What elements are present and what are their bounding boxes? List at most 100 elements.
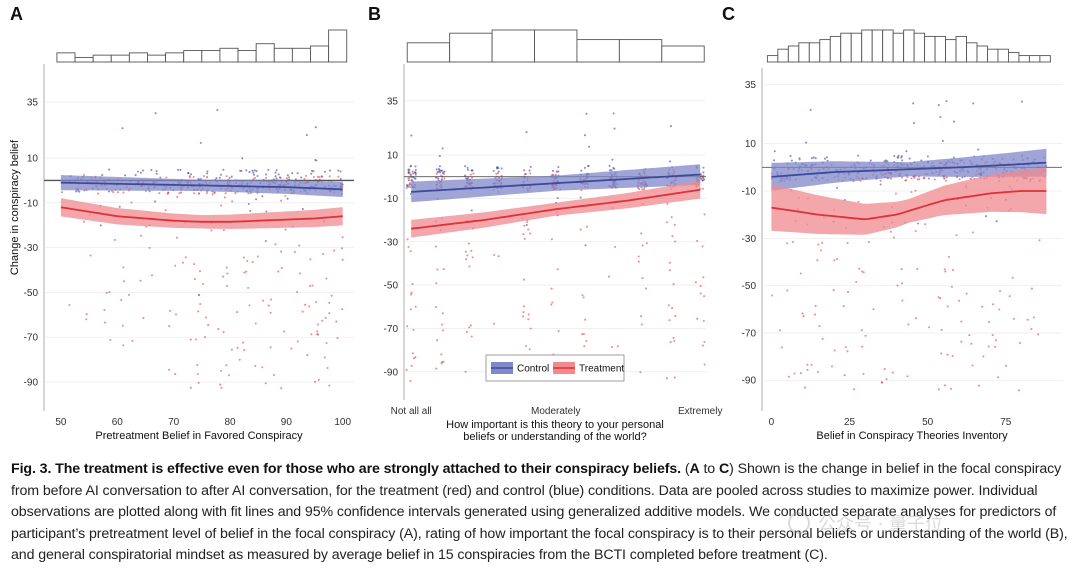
treatment-point [316,323,319,326]
control-point [814,157,817,160]
control-point [437,177,440,180]
panel-c: C 35 10 -10 -30 -50 -70 -90 0 25 50 75 Belief in Con… [722,4,1062,442]
treatment-point [1032,316,1035,319]
treatment-point [317,378,320,381]
histogram-bar [183,50,203,63]
control-point [286,174,289,177]
treatment-point [277,270,280,273]
treatment-point [176,195,179,198]
treatment-point [220,386,223,389]
treatment-point [82,173,86,176]
control-point [339,170,342,173]
treatment-point [409,186,412,189]
treatment-point [786,242,789,245]
caption-text: ( [681,461,690,477]
panel-letter: C [722,4,735,24]
panel-letter: A [10,4,23,24]
y-tick-label: -70 [742,328,757,339]
treatment-point [243,349,246,352]
control-point [926,155,929,158]
treatment-point [274,243,277,246]
y-tick-label: -30 [384,237,399,248]
control-point [857,154,860,157]
treatment-point [296,340,299,343]
control-point [78,190,81,193]
control-point [937,104,940,107]
histogram-bar [406,42,451,63]
treatment-point [981,305,984,308]
control-point [409,164,413,167]
control-point [702,166,705,169]
treatment-point [610,345,614,349]
treatment-point [703,340,706,344]
histogram-bar [491,29,535,63]
treatment-point [265,176,268,180]
treatment-point [116,191,119,194]
treatment-point [901,299,904,302]
treatment-point [410,291,413,294]
control-point [668,160,672,163]
control-point [274,171,277,174]
control-point [296,172,299,175]
control-point [492,169,495,173]
treatment-point [469,324,472,327]
histogram-bar [237,50,257,63]
treatment-point [468,265,471,268]
control-point [916,222,920,225]
treatment-point [193,263,196,266]
control-point [825,156,828,159]
control-point [305,134,308,137]
treatment-point [668,269,671,272]
control-point [315,159,318,162]
control-point [267,168,270,172]
control-point [159,176,162,179]
treatment-point [816,370,820,374]
y-tick-label: 35 [387,96,399,107]
treatment-point [668,261,671,264]
treatment-point [169,309,172,312]
control-fit-line [411,173,701,193]
treatment-point [955,234,958,237]
treatment-point [223,196,226,199]
histogram-bar [255,43,275,63]
treatment-point [833,349,836,352]
histogram-bar [850,32,863,63]
treatment-point [644,287,648,290]
control-fit-line [60,181,343,191]
control-point [701,179,704,182]
control-point [945,100,948,103]
control-point [264,173,268,176]
treatment-point [982,355,985,358]
treatment-point [556,268,559,271]
treatment-point [465,331,468,334]
control-point [702,174,705,177]
treatment-point [892,236,895,239]
treatment-point [943,384,946,387]
treatment-point [923,176,926,179]
treatment-point [672,336,675,339]
treatment-point [674,240,677,243]
treatment-point [810,363,813,366]
histogram-bar [534,29,578,63]
treatment-point [211,193,214,196]
control-point [251,169,254,172]
treatment-point [554,173,557,176]
histogram-bar [945,39,957,63]
treatment-point [522,315,525,318]
treatment-point [298,244,301,247]
treatment-point [960,320,963,323]
control-point [411,170,414,173]
treatment-point [220,204,223,207]
y-tick-label: -30 [742,234,757,245]
treatment-point [164,209,167,212]
treatment-point [246,259,249,263]
treatment-point [937,296,940,299]
treatment-point [472,172,475,175]
figure-caption: Fig. 3. The treatment is effective even … [11,459,1073,567]
treatment-point [284,228,287,231]
treatment-point [267,304,270,307]
treatment-point [225,175,228,178]
treatment-point [900,282,904,285]
treatment-point [405,368,408,371]
treatment-point [916,268,919,271]
